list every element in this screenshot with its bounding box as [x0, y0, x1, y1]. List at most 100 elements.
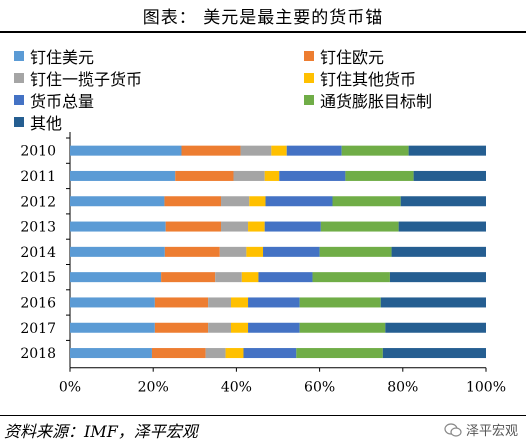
x-tick-label: 100%	[466, 380, 506, 396]
x-tick-label: 20%	[138, 380, 169, 396]
legend-label: 钉住欧元	[320, 48, 385, 67]
bar-segment	[249, 196, 266, 207]
bar-segment	[230, 297, 249, 308]
legend-swatch	[304, 73, 314, 83]
bar-segment	[389, 272, 486, 283]
bar-segment	[391, 246, 486, 257]
category-label: 2010	[20, 144, 56, 160]
bar-segment	[221, 196, 250, 207]
category-label: 2018	[20, 346, 56, 362]
bar-segment	[165, 221, 222, 232]
bar-segment	[70, 221, 166, 232]
bar-segment	[263, 246, 320, 257]
bar-segment	[208, 297, 231, 308]
bar-segment	[296, 348, 383, 359]
category-label: 2015	[20, 270, 56, 286]
bar-segment	[164, 196, 222, 207]
wechat-icon	[444, 422, 462, 437]
bar-segment	[233, 170, 265, 181]
category-label: 2014	[20, 245, 56, 261]
bar-segment	[299, 297, 381, 308]
bar-segment	[70, 196, 165, 207]
bar-segment	[240, 145, 272, 156]
bar-segment	[151, 348, 206, 359]
legend-item: 其他	[14, 110, 62, 134]
bar-segment	[246, 246, 264, 257]
watermark: 泽平宏观	[444, 420, 518, 439]
legend-swatch	[304, 51, 314, 61]
bar-segment	[205, 348, 226, 359]
bar-segment	[312, 272, 390, 283]
bar-segment	[408, 145, 486, 156]
bar-segment	[215, 272, 242, 283]
legend-swatch	[14, 95, 24, 105]
category-label: 2016	[20, 295, 56, 311]
category-label: 2012	[20, 194, 56, 210]
category-label: 2011	[20, 169, 56, 185]
legend-label: 钉住一揽子货币	[30, 70, 143, 89]
legend-item: 钉住一揽子货币	[14, 66, 142, 90]
bar-segment	[70, 170, 176, 181]
bar-segment	[319, 246, 392, 257]
bar-segment	[70, 272, 162, 283]
footer-rule	[0, 415, 526, 416]
chart-title: 图表： 美元是最主要的货币锚	[142, 7, 384, 28]
bar-segment	[248, 322, 300, 333]
bar-segment	[230, 322, 249, 333]
legend-item: 货币总量	[14, 88, 94, 112]
legend-swatch	[14, 73, 24, 83]
bar-segment	[398, 221, 486, 232]
bar-segment	[243, 348, 297, 359]
bar-segment	[258, 272, 313, 283]
bar-segment	[248, 221, 265, 232]
bar-segment	[181, 145, 241, 156]
source-note: 资料来源：IMF，泽平宏观	[4, 422, 198, 441]
bar-segment	[320, 221, 399, 232]
bar-segment	[248, 297, 300, 308]
legend-label: 货币总量	[30, 92, 95, 111]
bar-segment	[279, 170, 346, 181]
bar-segment	[299, 322, 386, 333]
bar-segment	[219, 246, 247, 257]
category-label: 2013	[20, 220, 56, 236]
legend-swatch	[304, 95, 314, 105]
bar-segment	[241, 272, 259, 283]
bar-segment	[271, 145, 287, 156]
bar-segment	[264, 221, 321, 232]
legend-label: 其他	[30, 114, 63, 133]
bar-segment	[345, 170, 414, 181]
bar-segment	[225, 348, 244, 359]
legend-swatch	[14, 51, 24, 61]
bar-segment	[70, 322, 155, 333]
stacked-bar-chart: 2010 2011 2012 2013 2014 2015 2016 2017 2018 0% 20…	[20, 132, 506, 396]
bar-segment	[400, 196, 486, 207]
category-label: 2017	[20, 321, 56, 337]
bar-segment	[380, 297, 486, 308]
bar-segment	[341, 145, 409, 156]
x-tick-label: 40%	[221, 380, 252, 396]
bar-segment	[70, 297, 155, 308]
legend-item: 钉住欧元	[304, 44, 384, 68]
bar-segment	[164, 246, 220, 257]
bar-segment	[161, 272, 216, 283]
bar-segment	[385, 322, 486, 333]
bar-segment	[265, 196, 333, 207]
title-rule	[0, 31, 526, 33]
bar-segment	[70, 246, 165, 257]
bar-segment	[175, 170, 234, 181]
legend-label: 通货膨胀目标制	[320, 92, 433, 111]
bar-segment	[413, 170, 486, 181]
legend-item: 钉住其他货币	[304, 66, 416, 90]
legend-swatch	[14, 117, 24, 127]
legend-label: 钉住美元	[30, 48, 95, 67]
bar-segment	[70, 145, 182, 156]
bar-segment	[332, 196, 401, 207]
legend-item: 钉住美元	[14, 44, 94, 68]
legend-item: 通货膨胀目标制	[304, 88, 432, 112]
x-tick-label: 80%	[387, 380, 418, 396]
bar-segment	[286, 145, 342, 156]
x-tick-label: 0%	[59, 380, 81, 396]
bar-segment	[208, 322, 231, 333]
x-tick-label: 60%	[304, 380, 335, 396]
watermark-text: 泽平宏观	[465, 424, 518, 439]
